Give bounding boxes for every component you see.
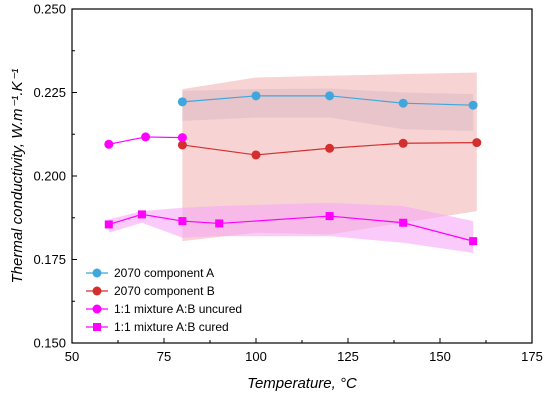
series-3-point-0 (104, 220, 113, 229)
series-3-point-2 (178, 217, 187, 226)
legend-marker-2 (92, 304, 102, 314)
series-3-point-4 (325, 212, 334, 221)
x-tick-label: 50 (65, 349, 79, 364)
x-tick-label: 125 (337, 349, 359, 364)
series-1-point-1 (251, 150, 261, 160)
x-tick-label: 175 (521, 349, 543, 364)
series-1-point-2 (325, 143, 335, 153)
x-axis-title: Temperature, °C (247, 375, 357, 392)
legend-label-1: 2070 component B (114, 284, 215, 298)
series-3-point-6 (469, 237, 478, 246)
legend: 2070 component A 2070 component B 1:1 mixt… (86, 266, 242, 334)
series-markers (104, 91, 482, 246)
series-1-point-0 (177, 140, 187, 150)
legend-label-2: 1:1 mixture A:B uncured (114, 302, 242, 316)
series-0-point-0 (177, 97, 187, 107)
series-0-point-3 (398, 98, 408, 108)
legend-marker-0 (92, 268, 102, 278)
legend-label-0: 2070 component A (114, 266, 214, 280)
y-tick-label: 0.250 (33, 2, 66, 17)
series-3-point-1 (137, 210, 146, 219)
y-axis-ticks: 0.150 0.175 0.200 0.225 0.250 (33, 2, 77, 351)
x-tick-label: 75 (157, 349, 171, 364)
series-3-band (108, 202, 474, 253)
legend-label-3: 1:1 mixture A:B cured (114, 320, 229, 334)
series-1-point-4 (472, 138, 482, 148)
legend-marker-3 (93, 323, 101, 331)
y-tick-label: 0.150 (33, 336, 66, 351)
series-3-point-3 (215, 219, 224, 228)
y-tick-label: 0.200 (33, 169, 66, 184)
series-2-point-2 (177, 133, 187, 143)
series-2-point-0 (104, 139, 114, 149)
legend-marker-1 (92, 286, 102, 296)
x-axis-ticks: 50 75 100 125 150 175 (65, 338, 543, 364)
y-tick-label: 0.225 (33, 85, 66, 100)
series-2-point-1 (141, 132, 151, 142)
series-0-point-1 (251, 91, 261, 101)
series-0-point-2 (325, 91, 335, 101)
series-1-point-3 (398, 138, 408, 148)
x-tick-label: 150 (429, 349, 451, 364)
y-tick-label: 0.175 (33, 252, 66, 267)
y-axis-title: Thermal conductivity, W.m⁻¹.K⁻¹ (9, 68, 26, 283)
x-tick-label: 100 (245, 349, 267, 364)
series-1-band (182, 72, 477, 242)
series-0-point-4 (468, 100, 478, 110)
series-3-point-5 (399, 218, 408, 227)
confidence-bands (108, 72, 477, 253)
